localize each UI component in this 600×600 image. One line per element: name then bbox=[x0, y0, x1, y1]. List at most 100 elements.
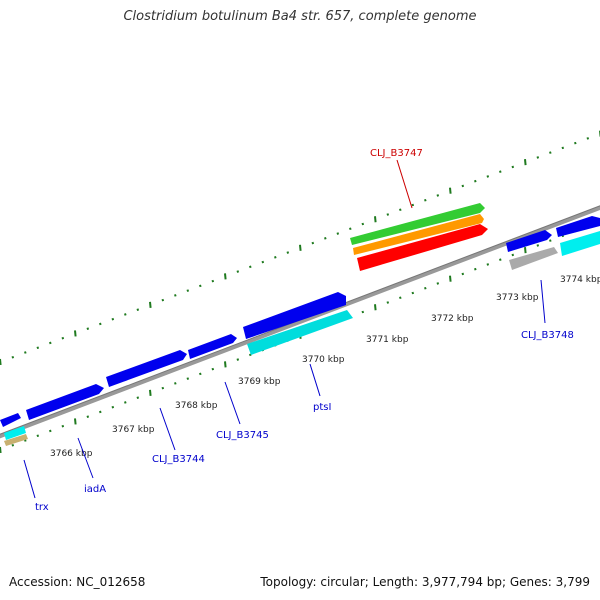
minor-tick bbox=[436, 194, 440, 197]
minor-tick bbox=[86, 327, 90, 330]
label-leader-line bbox=[309, 363, 321, 397]
minor-tick bbox=[36, 346, 40, 350]
gene-arrow[interactable] bbox=[243, 292, 346, 339]
rrna-feature[interactable] bbox=[509, 247, 558, 270]
green-feature[interactable] bbox=[350, 203, 485, 245]
scale-label: 3770 kbp bbox=[302, 355, 345, 365]
minor-tick bbox=[11, 355, 15, 359]
scale-labels: 3766 kbp 3767 kbp 3768 kbp 3769 kbp 3770 kbp… bbox=[50, 275, 600, 459]
cds-box[interactable] bbox=[247, 310, 353, 355]
minor-tick bbox=[324, 237, 327, 240]
major-tick bbox=[524, 247, 527, 254]
minor-tick bbox=[86, 415, 90, 418]
minor-tick bbox=[61, 424, 65, 428]
minor-tick bbox=[586, 137, 590, 140]
minor-tick bbox=[399, 296, 402, 300]
minor-tick bbox=[499, 170, 502, 173]
minor-tick bbox=[386, 301, 390, 304]
minor-tick bbox=[536, 156, 540, 159]
minor-tick bbox=[199, 284, 202, 288]
minor-tick bbox=[361, 222, 365, 226]
gene-label[interactable]: CLJ_B3744 bbox=[152, 454, 205, 465]
minor-tick bbox=[11, 443, 15, 447]
feature-track bbox=[0, 203, 600, 446]
minor-tick bbox=[236, 358, 240, 361]
minor-tick bbox=[549, 151, 552, 154]
minor-tick bbox=[411, 291, 415, 295]
minor-tick bbox=[136, 308, 140, 311]
major-tick bbox=[149, 389, 152, 397]
minor-tick bbox=[536, 244, 540, 247]
minor-tick bbox=[161, 298, 165, 302]
minor-tick bbox=[36, 434, 40, 438]
orange-feature[interactable] bbox=[353, 214, 484, 255]
label-leader-line bbox=[77, 437, 94, 479]
gene-arrow[interactable] bbox=[188, 334, 237, 359]
gene-arrow[interactable] bbox=[556, 216, 600, 237]
minor-tick bbox=[286, 251, 290, 254]
minor-tick bbox=[361, 310, 365, 314]
major-tick bbox=[0, 446, 2, 454]
major-tick bbox=[0, 358, 2, 366]
scale-label: 3772 kbp bbox=[431, 314, 474, 324]
minor-tick bbox=[474, 179, 477, 183]
minor-tick bbox=[399, 208, 402, 212]
minor-tick bbox=[24, 351, 27, 354]
minor-tick bbox=[124, 313, 127, 316]
minor-tick bbox=[574, 141, 577, 145]
gene-label[interactable]: ptsI bbox=[313, 402, 331, 413]
minor-tick bbox=[511, 165, 515, 169]
misc-feature[interactable] bbox=[4, 434, 28, 446]
minor-tick bbox=[111, 405, 115, 409]
major-tick bbox=[224, 361, 227, 368]
cds-box[interactable] bbox=[4, 426, 26, 440]
gene-label[interactable]: CLJ_B3747 bbox=[370, 148, 423, 159]
minor-tick bbox=[274, 256, 277, 259]
major-tick bbox=[374, 304, 377, 311]
red-feature[interactable] bbox=[357, 224, 488, 271]
major-tick bbox=[524, 159, 527, 166]
minor-tick bbox=[211, 279, 215, 283]
minor-tick bbox=[349, 227, 352, 231]
major-tick bbox=[449, 275, 452, 282]
scale-label: 3774 kbp bbox=[560, 275, 600, 285]
minor-tick bbox=[261, 260, 265, 264]
minor-tick bbox=[161, 386, 165, 390]
gene-arrow[interactable] bbox=[506, 230, 552, 252]
label-leader-line bbox=[540, 279, 546, 324]
backbone bbox=[0, 205, 600, 439]
major-tick bbox=[74, 418, 77, 425]
minor-tick bbox=[511, 253, 515, 257]
major-tick bbox=[224, 273, 227, 280]
gene-label[interactable]: trx bbox=[35, 502, 49, 513]
minor-tick bbox=[386, 213, 390, 216]
minor-tick bbox=[49, 341, 52, 345]
minor-tick bbox=[549, 239, 552, 242]
minor-tick bbox=[486, 175, 490, 178]
minor-tick bbox=[461, 272, 465, 276]
minor-tick bbox=[249, 353, 252, 357]
minor-tick bbox=[249, 265, 252, 269]
major-tick bbox=[374, 216, 377, 223]
cds-box[interactable] bbox=[560, 231, 600, 256]
minor-tick bbox=[486, 263, 490, 266]
gene-label[interactable]: iadA bbox=[84, 484, 106, 495]
major-tick bbox=[74, 330, 77, 337]
minor-tick bbox=[336, 232, 340, 235]
minor-tick bbox=[61, 336, 65, 340]
minor-tick bbox=[199, 372, 202, 376]
minor-tick bbox=[461, 184, 465, 188]
minor-tick bbox=[49, 429, 52, 433]
genome-summary: Topology: circular; Length: 3,977,794 bp… bbox=[260, 575, 590, 589]
minor-tick bbox=[136, 396, 140, 399]
major-tick bbox=[299, 244, 302, 251]
gene-label[interactable]: CLJ_B3745 bbox=[216, 430, 269, 441]
label-leader-line bbox=[224, 381, 241, 425]
minor-tick bbox=[561, 146, 565, 150]
gene-label[interactable]: CLJ_B3748 bbox=[521, 330, 574, 341]
gene-arrow[interactable] bbox=[26, 384, 104, 420]
gene-arrow[interactable] bbox=[0, 413, 21, 427]
gene-arrow[interactable] bbox=[106, 350, 187, 387]
gene-labels: trx iadA CLJ_B3744 CLJ_B3745 ptsI CLJ_B3748 CL… bbox=[23, 148, 574, 513]
